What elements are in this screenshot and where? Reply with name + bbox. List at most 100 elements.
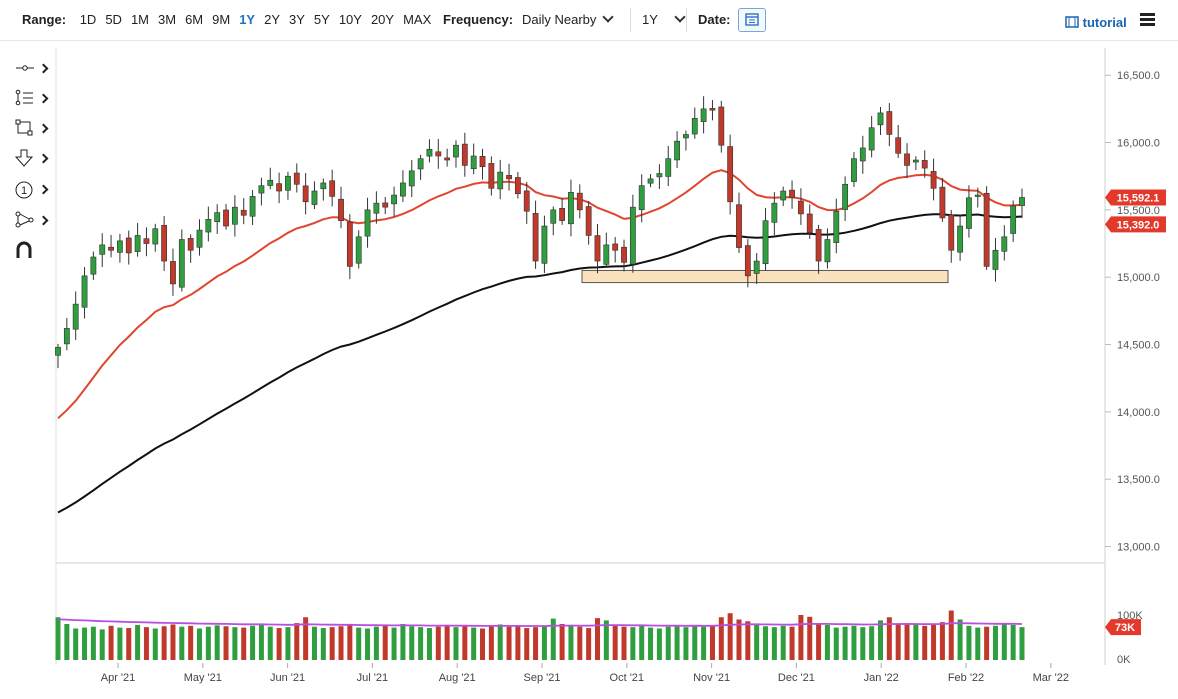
candle-body: [240, 209, 247, 216]
candle-body: [736, 204, 742, 248]
candle-body: [276, 183, 283, 192]
volume-bar: [621, 626, 627, 660]
volume-bar: [311, 626, 317, 660]
candle-body: [479, 155, 486, 168]
crosshair-tool[interactable]: [14, 58, 54, 82]
volume-bar: [241, 627, 247, 660]
volume-bar: [754, 624, 760, 660]
candle-body: [815, 229, 822, 262]
magnet-icon: [16, 241, 32, 258]
volume-bar: [488, 625, 494, 660]
range-20y[interactable]: 20Y: [370, 12, 395, 27]
candle-body: [656, 173, 663, 178]
range-10y[interactable]: 10Y: [338, 12, 362, 27]
range-3m[interactable]: 3M: [158, 12, 177, 27]
calendar-button[interactable]: [738, 8, 766, 32]
volume-bar: [1001, 624, 1007, 660]
candle-body: [948, 214, 955, 251]
volume-bar: [426, 628, 432, 660]
range-3y[interactable]: 3Y: [289, 12, 305, 27]
volume-bar: [577, 626, 583, 660]
candle-body: [771, 202, 778, 223]
node-tree-tool[interactable]: [14, 210, 54, 234]
volume-bar: [356, 627, 362, 660]
rectangle-tool[interactable]: [14, 118, 54, 142]
range-1m[interactable]: 1M: [130, 12, 149, 27]
volume-bar: [745, 621, 751, 660]
volume-bar: [674, 626, 680, 660]
candle-body: [346, 221, 353, 267]
magnet-tool[interactable]: [14, 240, 54, 264]
candle-body: [541, 225, 548, 264]
candle-body: [338, 198, 344, 221]
volume-bar: [329, 627, 335, 660]
volume-bar: [966, 625, 972, 660]
x-tick-label: Nov '21: [693, 672, 730, 684]
y-tick-label: 14,000.0: [1117, 407, 1160, 419]
node-tree-icon: [15, 211, 34, 228]
volume-bar: [480, 628, 486, 660]
candle-body: [851, 158, 857, 182]
candle-body: [514, 177, 521, 195]
candle-body: [683, 134, 689, 139]
number-one-icon: 1: [15, 181, 33, 199]
candle-body: [1001, 236, 1008, 252]
volume-bar: [90, 626, 96, 660]
range-5d[interactable]: 5D: [105, 12, 122, 27]
candle-body: [780, 190, 787, 201]
candle-body: [258, 185, 265, 194]
frequency-select[interactable]: Daily Nearby: [522, 11, 615, 27]
volume-tick-label: 0K: [1117, 654, 1131, 666]
candle-body: [629, 206, 636, 265]
candle-body: [594, 235, 601, 262]
volume-bar: [303, 617, 309, 660]
candle-body: [161, 225, 168, 262]
volume-bar: [727, 613, 733, 660]
x-tick-label: May '21: [184, 672, 222, 684]
rectangle-icon: [15, 119, 33, 136]
volume-bar: [418, 627, 424, 660]
range-max[interactable]: MAX: [403, 12, 432, 27]
tutorial-link[interactable]: tutorial: [1065, 15, 1127, 30]
volume-bar: [143, 627, 149, 660]
moving-average-short: [57, 169, 1023, 420]
candle-body: [488, 163, 495, 189]
candle-body: [178, 239, 185, 288]
candle-body: [612, 243, 619, 251]
date-group: Date:: [698, 12, 731, 27]
candle-body: [249, 196, 256, 217]
range-1d[interactable]: 1D: [79, 12, 97, 27]
svg-text:1: 1: [21, 185, 27, 197]
arrow-tool[interactable]: [14, 148, 54, 172]
candle-body: [497, 171, 504, 190]
volume-bar: [709, 625, 715, 660]
film-icon: [1065, 16, 1079, 28]
range-9m[interactable]: 9M: [212, 12, 231, 27]
range-2y[interactable]: 2Y: [264, 12, 280, 27]
draw-list-tool[interactable]: [14, 88, 54, 112]
range-1y[interactable]: 1Y: [239, 12, 256, 27]
candle-body: [621, 246, 627, 263]
range-6m[interactable]: 6M: [185, 12, 204, 27]
candle-body: [506, 175, 512, 180]
volume-bar: [99, 629, 105, 660]
candle-body: [753, 260, 760, 274]
volume-bar: [736, 619, 742, 660]
candle-body: [957, 225, 963, 253]
candle-body: [329, 180, 336, 197]
candle-body: [859, 147, 866, 162]
volume-tick-label: 100K: [1117, 610, 1143, 622]
candle-body: [842, 183, 849, 210]
number-tool[interactable]: 1: [14, 179, 54, 203]
volume-bar: [320, 628, 326, 660]
volume-bar: [984, 626, 990, 660]
menu-icon[interactable]: [1140, 13, 1155, 26]
volume-bar: [197, 628, 203, 660]
candle-body: [691, 117, 698, 135]
period-select[interactable]: 1Y: [642, 11, 686, 27]
range-5y[interactable]: 5Y: [313, 12, 330, 27]
candle-body: [700, 108, 707, 122]
volume-bar: [453, 627, 459, 660]
volume-bar: [188, 625, 194, 660]
